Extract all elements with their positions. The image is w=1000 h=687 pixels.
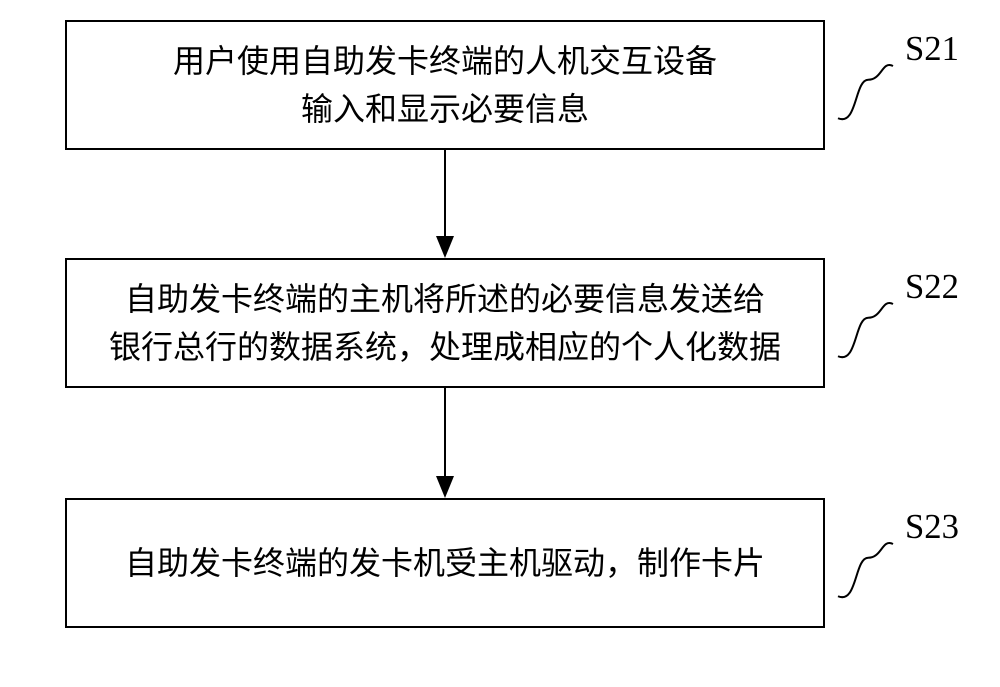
flow-step-s21: 用户使用自助发卡终端的人机交互设备输入和显示必要信息: [65, 20, 825, 150]
label-connector-s23: [838, 544, 893, 599]
label-connector-s21: [838, 66, 893, 121]
step-label-s23: S23: [905, 508, 959, 547]
step-label-s21: S21: [905, 30, 959, 69]
step-label-s22: S22: [905, 268, 959, 307]
flowchart-canvas: 用户使用自助发卡终端的人机交互设备输入和显示必要信息 S21 自助发卡终端的主机将所…: [0, 0, 1000, 687]
flow-step-s23: 自助发卡终端的发卡机受主机驱动，制作卡片: [65, 498, 825, 628]
flow-arrow-1: [427, 150, 463, 258]
flow-step-text: 银行总行的数据系统，处理成相应的个人化数据: [109, 323, 781, 371]
flow-step-s22: 自助发卡终端的主机将所述的必要信息发送给银行总行的数据系统，处理成相应的个人化数…: [65, 258, 825, 388]
flow-arrow-2: [427, 388, 463, 498]
flow-step-text: 输入和显示必要信息: [301, 85, 589, 133]
flow-step-text: 用户使用自助发卡终端的人机交互设备: [173, 37, 717, 85]
flow-step-text: 自助发卡终端的发卡机受主机驱动，制作卡片: [125, 539, 765, 587]
label-connector-s22: [838, 304, 893, 359]
flow-step-text: 自助发卡终端的主机将所述的必要信息发送给: [125, 275, 765, 323]
